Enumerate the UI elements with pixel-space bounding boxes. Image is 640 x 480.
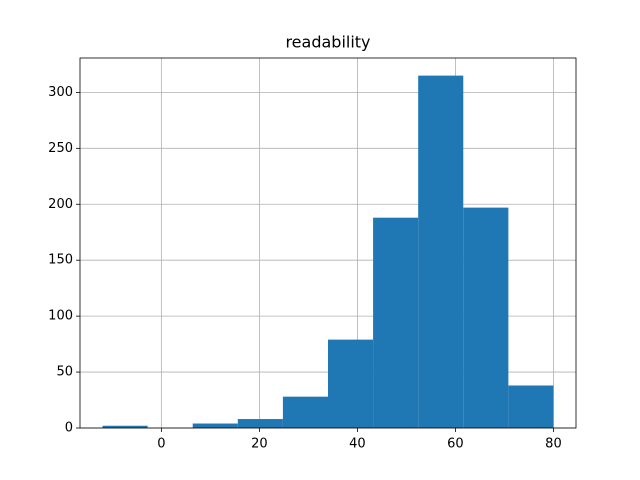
bar <box>418 75 464 428</box>
y-tick-label: 50 <box>56 365 73 380</box>
bar <box>282 396 328 428</box>
bar <box>192 423 238 428</box>
y-tick-label: 150 <box>48 253 73 268</box>
x-tick-label: 20 <box>251 437 268 452</box>
y-tick-label: 300 <box>48 85 73 100</box>
bar <box>237 419 283 428</box>
bar <box>328 339 374 428</box>
bar <box>463 207 509 428</box>
y-tick-label: 200 <box>48 197 73 212</box>
x-tick-label: 80 <box>545 437 562 452</box>
bar <box>508 385 554 428</box>
y-tick-label: 0 <box>65 421 73 436</box>
bar <box>373 217 419 428</box>
plot-frame <box>79 57 577 429</box>
chart-title: readability <box>285 33 370 52</box>
y-tick-label: 100 <box>48 309 73 324</box>
y-tick-label: 250 <box>48 141 73 156</box>
bar <box>102 425 148 428</box>
x-tick-label: 40 <box>349 437 366 452</box>
x-tick-label: 0 <box>157 437 165 452</box>
x-tick-label: 60 <box>447 437 464 452</box>
